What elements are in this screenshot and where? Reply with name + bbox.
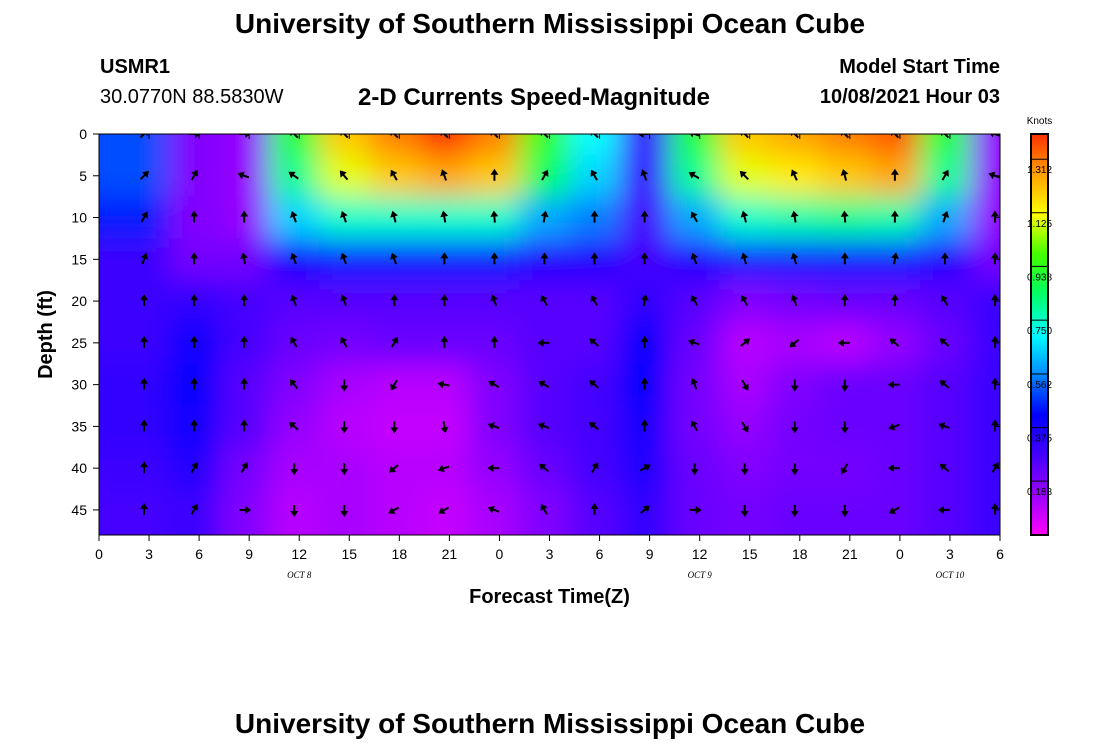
colorbar-unit: Knots — [1027, 116, 1053, 127]
x-axis-label: Forecast Time(Z) — [469, 586, 630, 608]
x-tick-label: 0 — [95, 546, 103, 562]
colorbar-tick-label: 1.125 — [1027, 219, 1052, 230]
y-tick-label: 10 — [71, 210, 87, 226]
y-tick-label: 0 — [79, 126, 87, 142]
x-tick-label: 3 — [145, 546, 153, 562]
x-tick-label: 6 — [996, 546, 1004, 562]
heat-cell — [79, 197, 170, 240]
date-label: OCT 9 — [688, 570, 713, 580]
y-tick-label: 5 — [79, 168, 87, 184]
heat-cell — [369, 104, 420, 156]
heat-cell — [79, 322, 170, 365]
x-tick-label: 15 — [341, 546, 357, 562]
heat-cell — [79, 447, 170, 490]
heat-cell — [79, 155, 170, 198]
heat-cell — [870, 104, 921, 156]
footer-title: University of Southern Mississippi Ocean… — [0, 708, 1100, 740]
x-tick-label: 18 — [792, 546, 808, 562]
x-tick-label: 0 — [496, 546, 504, 562]
heat-cell — [620, 104, 671, 156]
y-tick-label: 25 — [71, 335, 87, 351]
y-tick-label: 30 — [71, 377, 87, 393]
date-label: OCT 8 — [287, 570, 312, 580]
x-tick-label: 12 — [692, 546, 708, 562]
heat-cell — [169, 104, 220, 156]
y-tick-label: 20 — [71, 293, 87, 309]
heat-cell — [670, 104, 721, 156]
colorbar-tick-label: 0.938 — [1027, 272, 1052, 283]
heat-cell — [720, 104, 771, 156]
colorbar-tick-label: 0.562 — [1027, 380, 1052, 391]
heat-cell — [79, 238, 170, 281]
date-label: OCT 10 — [936, 570, 965, 580]
colorbar-tick-label: 1.312 — [1027, 165, 1052, 176]
x-tick-label: 6 — [596, 546, 604, 562]
heat-cell — [469, 104, 520, 156]
colorbar-tick-label: 0.750 — [1027, 326, 1052, 337]
colorbar-tick-label: 0.188 — [1027, 487, 1052, 498]
heat-cell — [920, 104, 971, 156]
y-tick-label: 40 — [71, 460, 87, 476]
heat-cell — [519, 104, 570, 156]
colorbar-tick-label: 0.375 — [1027, 434, 1052, 445]
heat-cell — [820, 104, 871, 156]
x-tick-label: 15 — [742, 546, 758, 562]
y-axis-label: Depth (ft) — [35, 290, 57, 379]
heat-cell — [570, 104, 621, 156]
colorbar: Knots 1.312 1.125 0.938 0.750 0.562 0.375 0.188 — [1027, 116, 1053, 535]
heat-cell — [419, 104, 470, 156]
heat-cell — [79, 364, 170, 407]
x-tick-label: 3 — [546, 546, 554, 562]
heat-cell — [970, 104, 1021, 156]
x-tick-label: 6 — [195, 546, 203, 562]
x-tick-label: 21 — [442, 546, 458, 562]
heat-cell — [319, 104, 370, 156]
x-tick-label: 3 — [946, 546, 954, 562]
x-tick-label: 12 — [291, 546, 307, 562]
heat-cell — [219, 104, 270, 156]
y-tick-label: 15 — [71, 251, 87, 267]
heat-cell — [770, 104, 821, 156]
y-tick-label: 45 — [71, 502, 87, 518]
x-tick-label: 18 — [392, 546, 408, 562]
x-tick-label: 9 — [245, 546, 253, 562]
x-tick-label: 0 — [896, 546, 904, 562]
heat-cell — [79, 104, 170, 156]
heat-cell — [79, 406, 170, 449]
heat-cell — [79, 280, 170, 323]
x-tick-label: 21 — [842, 546, 858, 562]
x-tick-label: 9 — [646, 546, 654, 562]
heat-cell — [269, 104, 320, 156]
y-tick-label: 35 — [71, 418, 87, 434]
heat-cell — [79, 489, 170, 566]
